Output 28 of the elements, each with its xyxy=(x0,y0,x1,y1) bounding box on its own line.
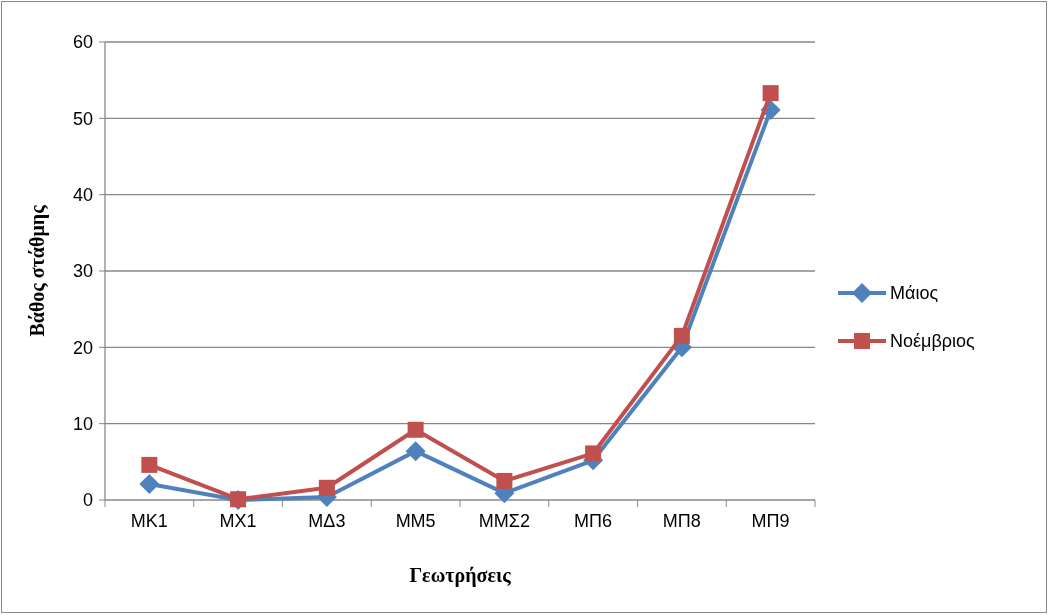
legend-label: Μάιος xyxy=(890,283,939,304)
y-tick-label: 10 xyxy=(72,413,93,434)
y-tick-label: 50 xyxy=(72,108,93,129)
x-tick-label: ΜΧ1 xyxy=(219,511,257,531)
y-tick-label: 40 xyxy=(72,184,93,205)
y-tick-label: 60 xyxy=(72,32,93,53)
y-tick-label: 0 xyxy=(82,490,93,511)
x-tick-label: ΜΔ3 xyxy=(308,511,346,531)
x-tick-label: ΜΠ9 xyxy=(751,511,790,531)
point xyxy=(141,456,158,473)
y-tick-label: 30 xyxy=(72,261,93,282)
y-axis-title: Βάθος στάθμης xyxy=(26,204,49,337)
x-tick-label: ΜΠ6 xyxy=(574,511,613,531)
point xyxy=(496,472,513,489)
point xyxy=(405,441,426,462)
point xyxy=(585,445,602,462)
x-tick-label: ΜΜΣ2 xyxy=(478,511,530,531)
x-tick-label: ΜΜ5 xyxy=(395,511,436,531)
point xyxy=(139,473,160,494)
x-tick-label: ΜΠ8 xyxy=(662,511,701,531)
point xyxy=(318,479,335,496)
point xyxy=(407,421,424,438)
point xyxy=(762,85,779,102)
point xyxy=(673,327,690,344)
y-tick-label: 20 xyxy=(72,337,93,358)
x-tick-label: ΜΚ1 xyxy=(130,511,168,531)
legend-label: Νοέμβριος xyxy=(890,331,976,352)
x-axis-title: Γεωτρήσεις xyxy=(409,564,512,587)
